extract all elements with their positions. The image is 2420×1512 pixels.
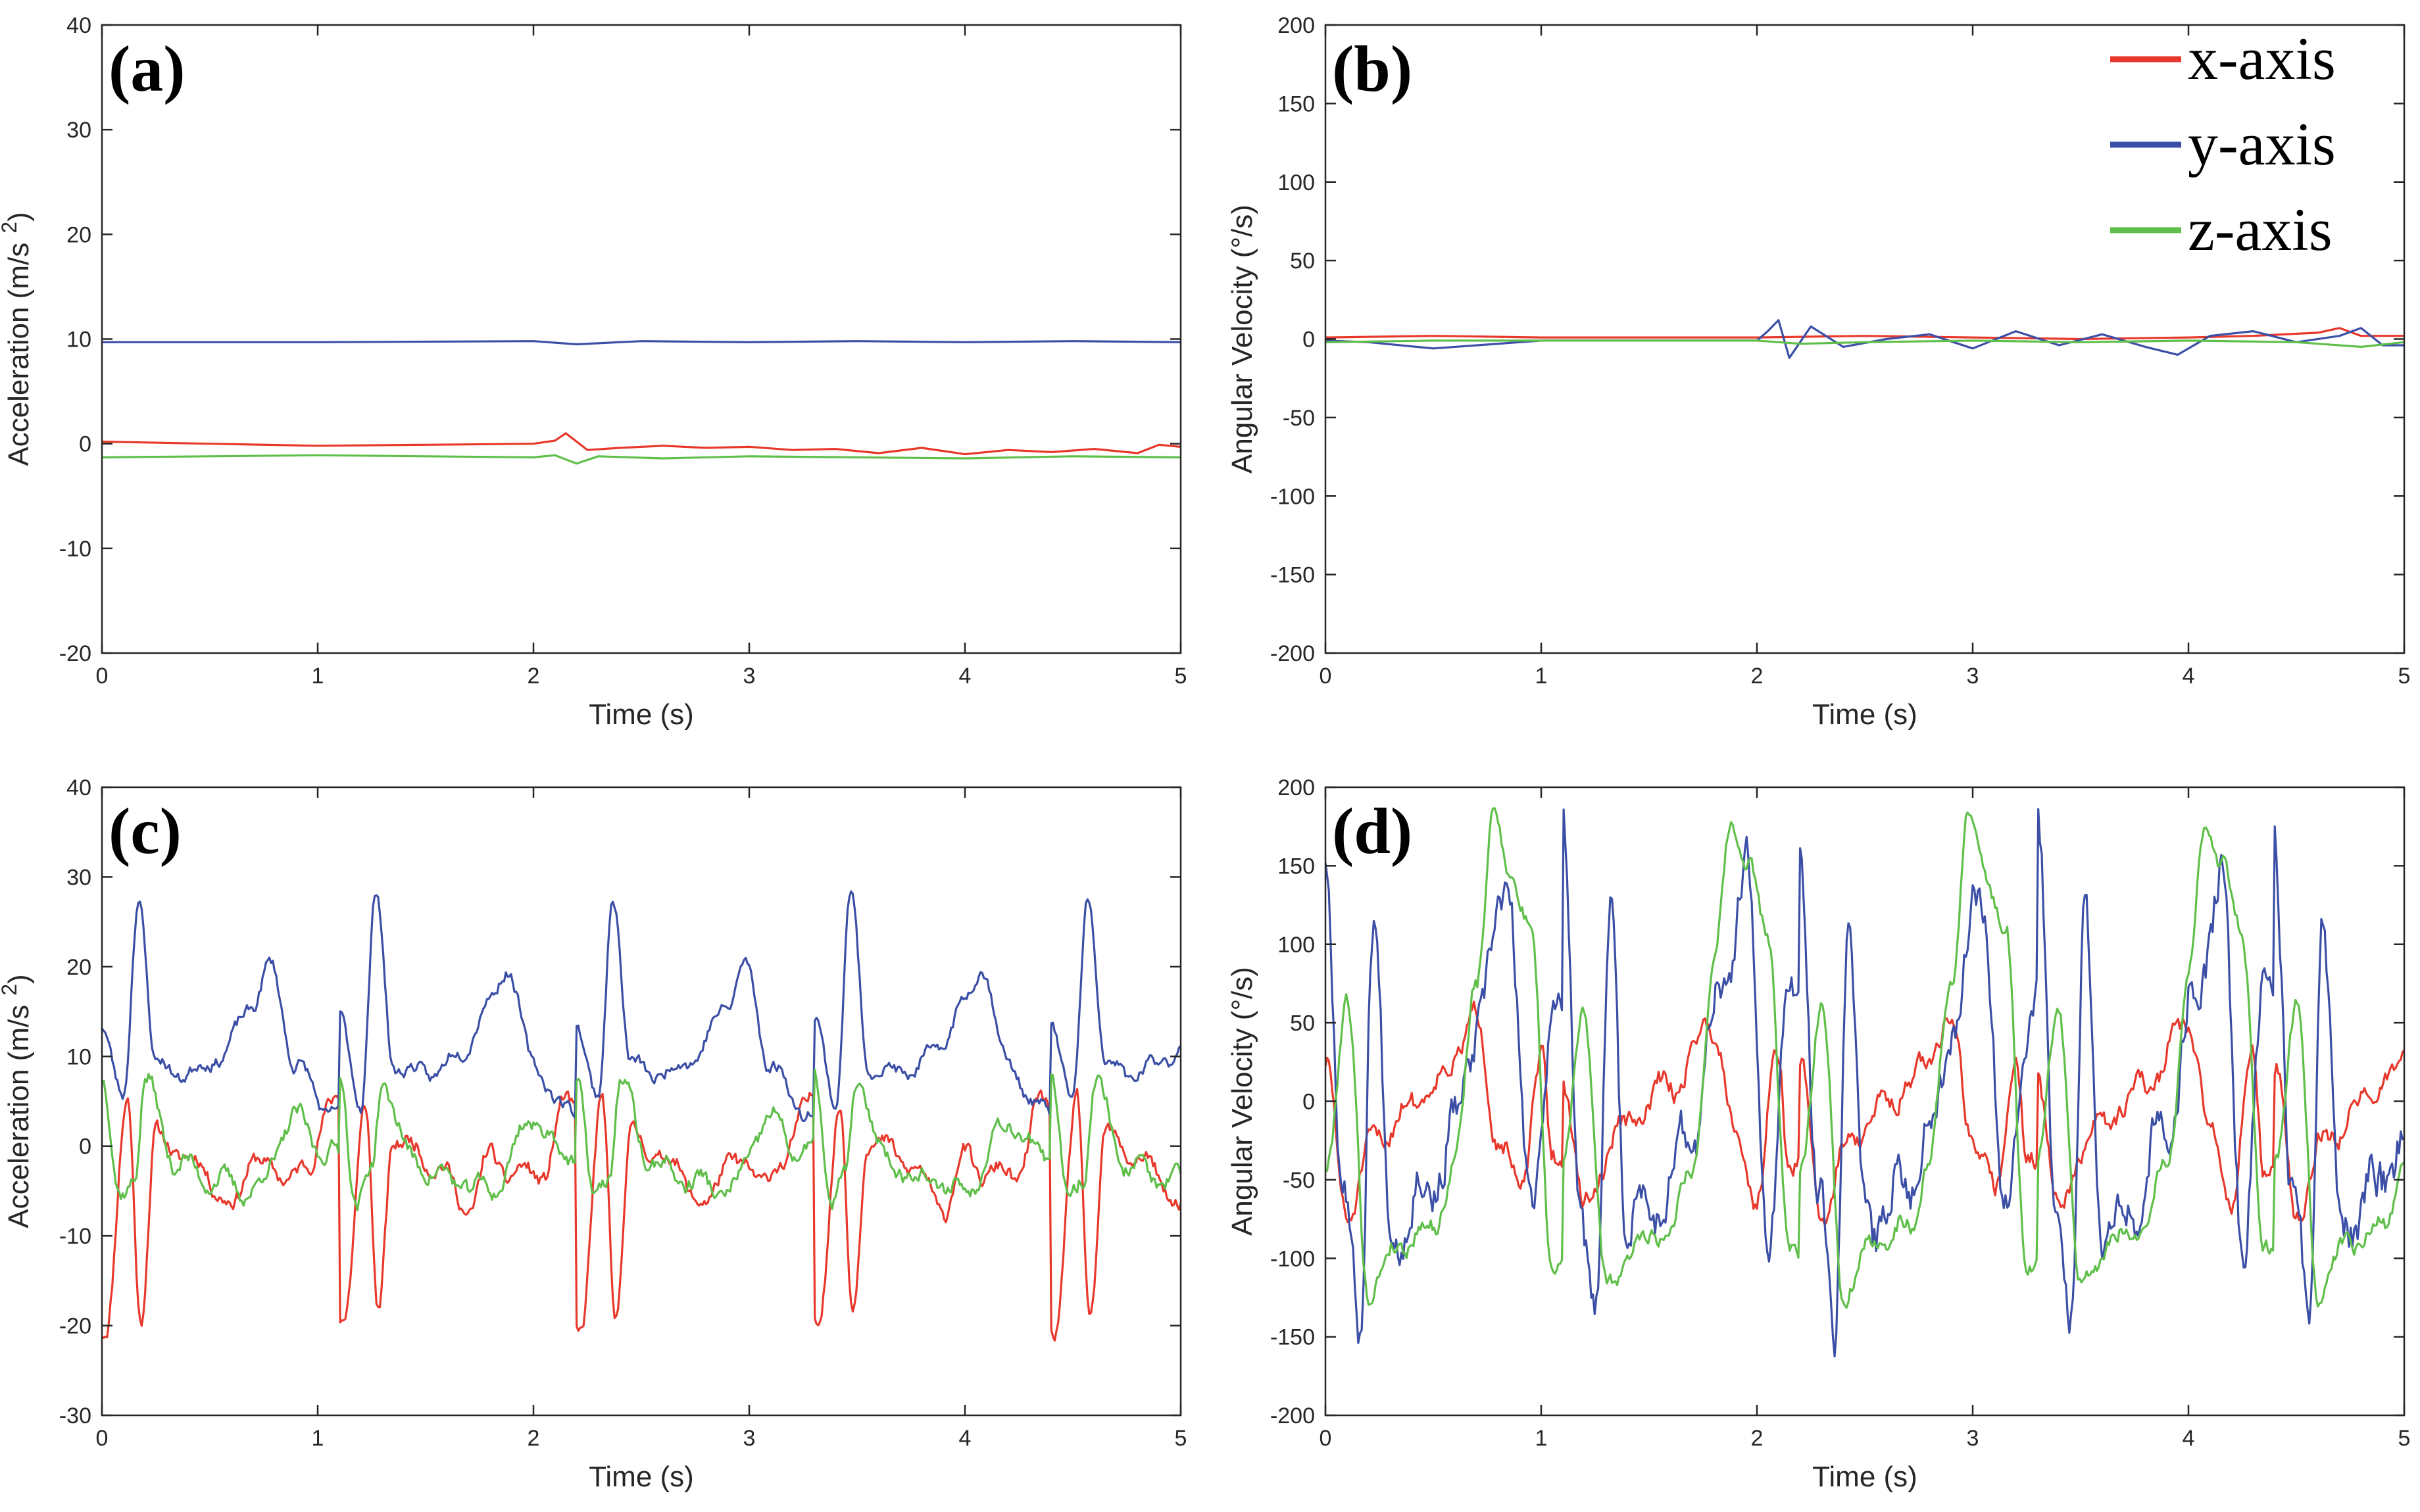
x-tick-label: 5 [1175, 1426, 1187, 1451]
y-tick-label: 200 [1277, 13, 1315, 38]
x-tick-label: 5 [2398, 1426, 2411, 1451]
x-tick-label: 2 [528, 664, 540, 689]
y-tick-label: -10 [59, 1224, 91, 1249]
y-axis-label: Acceleration (m/s2) [0, 212, 35, 466]
x-tick-label: 4 [2183, 664, 2195, 689]
x-axis-label: Time (s) [1812, 698, 1917, 731]
y-tick-label: 50 [1290, 249, 1315, 274]
series-y-line-b [1325, 319, 2404, 359]
y-tick-label: 30 [66, 865, 91, 890]
x-tick-label: 1 [312, 1426, 324, 1451]
y-tick-label: 40 [66, 775, 91, 800]
x-tick-label: 3 [743, 1426, 756, 1451]
y-tick-label: 0 [79, 432, 91, 457]
x-tick-label: 0 [1320, 1426, 1332, 1451]
x-tick-label: 2 [1751, 1426, 1764, 1451]
y-tick-label: 0 [79, 1134, 91, 1159]
panel-label-c: (c) [109, 794, 182, 867]
y-tick-label: 10 [66, 328, 91, 353]
y-tick-label: 20 [66, 955, 91, 980]
y-tick-label: -200 [1270, 1403, 1315, 1428]
y-tick-label: 0 [1302, 328, 1315, 353]
chart-panel-c: 0 1 2 3 4 5 -30 -20 -10 0 10 20 30 40 Time (s) Accelera… [0, 775, 1187, 1493]
x-tick-label: 0 [96, 664, 109, 689]
series-x-line-c [102, 1088, 1181, 1342]
y-tick-label: -20 [59, 641, 91, 666]
series-x-line-a [102, 432, 1181, 456]
y-tick-label: 100 [1277, 933, 1315, 958]
panel-label-d: (d) [1332, 794, 1412, 867]
x-tick-label: 1 [1535, 664, 1548, 689]
x-tick-label: 1 [1535, 1426, 1548, 1451]
x-tick-label: 5 [2398, 664, 2411, 689]
x-tick-label: 4 [959, 664, 972, 689]
y-tick-label: 200 [1277, 775, 1315, 800]
plot-frame-c [101, 786, 1182, 1417]
series-z-line-a [102, 454, 1181, 465]
chart-panel-d: 0 1 2 3 4 5 -200 -150 -100 -50 0 50 100 150 200 Time (s… [1226, 775, 2410, 1493]
plot-frame-a [101, 24, 1182, 654]
y-tick-label: -10 [59, 537, 91, 562]
y-tick-label: -50 [1283, 1168, 1315, 1193]
panel-label-a: (a) [109, 32, 185, 105]
x-tick-label: 2 [528, 1426, 540, 1451]
y-tick-label: 40 [66, 13, 91, 38]
y-tick-label: -100 [1270, 1246, 1315, 1271]
series-y-line-d [1325, 808, 2404, 1357]
x-tick-label: 3 [743, 664, 756, 689]
x-axis-label: Time (s) [1812, 1461, 1917, 1493]
series-z-line-b [1325, 339, 2404, 348]
y-tick-label: -20 [59, 1314, 91, 1339]
x-axis-label: Time (s) [589, 1461, 694, 1493]
panel-label-b: (b) [1332, 32, 1412, 105]
x-axis-label: Time (s) [589, 698, 694, 731]
legend: x-axis y-axis z-axis [2110, 25, 2336, 263]
x-tick-label: 5 [1175, 664, 1187, 689]
x-tick-label: 3 [1967, 1426, 1979, 1451]
y-tick-label: 0 [1302, 1090, 1315, 1115]
y-tick-label: 100 [1277, 170, 1315, 195]
x-tick-label: 3 [1967, 664, 1979, 689]
chart-panel-b: 0 1 2 3 4 5 -200 -150 -100 -50 0 50 100 150 200 Time (s… [1226, 13, 2410, 731]
chart-panel-a: 0 1 2 3 4 5 -20 -10 0 10 20 30 40 Time (s) Acceleratio… [0, 13, 1187, 731]
legend-label-z: z-axis [2188, 196, 2333, 263]
series-x-line-d [1325, 1000, 2404, 1225]
x-tick-label: 2 [1751, 664, 1764, 689]
y-tick-label: -100 [1270, 484, 1315, 509]
y-tick-label: 10 [66, 1044, 91, 1069]
x-tick-label: 1 [312, 664, 324, 689]
y-tick-label: 20 [66, 222, 91, 247]
y-tick-label: -150 [1270, 563, 1315, 588]
x-tick-label: 4 [2183, 1426, 2195, 1451]
y-axis-label: Angular Velocity (°/s) [1226, 967, 1258, 1236]
legend-label-x: x-axis [2188, 25, 2336, 92]
legend-label-y: y-axis [2188, 110, 2336, 178]
y-tick-label: 30 [66, 118, 91, 143]
y-axis-label: Acceleration (m/s2) [0, 974, 35, 1228]
y-axis-label: Angular Velocity (°/s) [1226, 205, 1258, 474]
x-tick-label: 4 [959, 1426, 972, 1451]
series-y-line-c [102, 890, 1181, 1122]
series-z-line-d [1325, 807, 2404, 1309]
y-tick-label: 150 [1277, 91, 1315, 116]
y-tick-label: -200 [1270, 641, 1315, 666]
y-tick-label: -50 [1283, 406, 1315, 431]
y-tick-label: 50 [1290, 1011, 1315, 1036]
y-tick-label: -30 [59, 1403, 91, 1428]
x-tick-label: 0 [96, 1426, 109, 1451]
series-z-line-c [102, 1068, 1181, 1211]
y-tick-label: 150 [1277, 854, 1315, 879]
y-tick-label: -150 [1270, 1325, 1315, 1350]
series-y-line-a [102, 340, 1181, 346]
x-tick-label: 0 [1320, 664, 1332, 689]
series-x-line-b [1325, 327, 2404, 341]
